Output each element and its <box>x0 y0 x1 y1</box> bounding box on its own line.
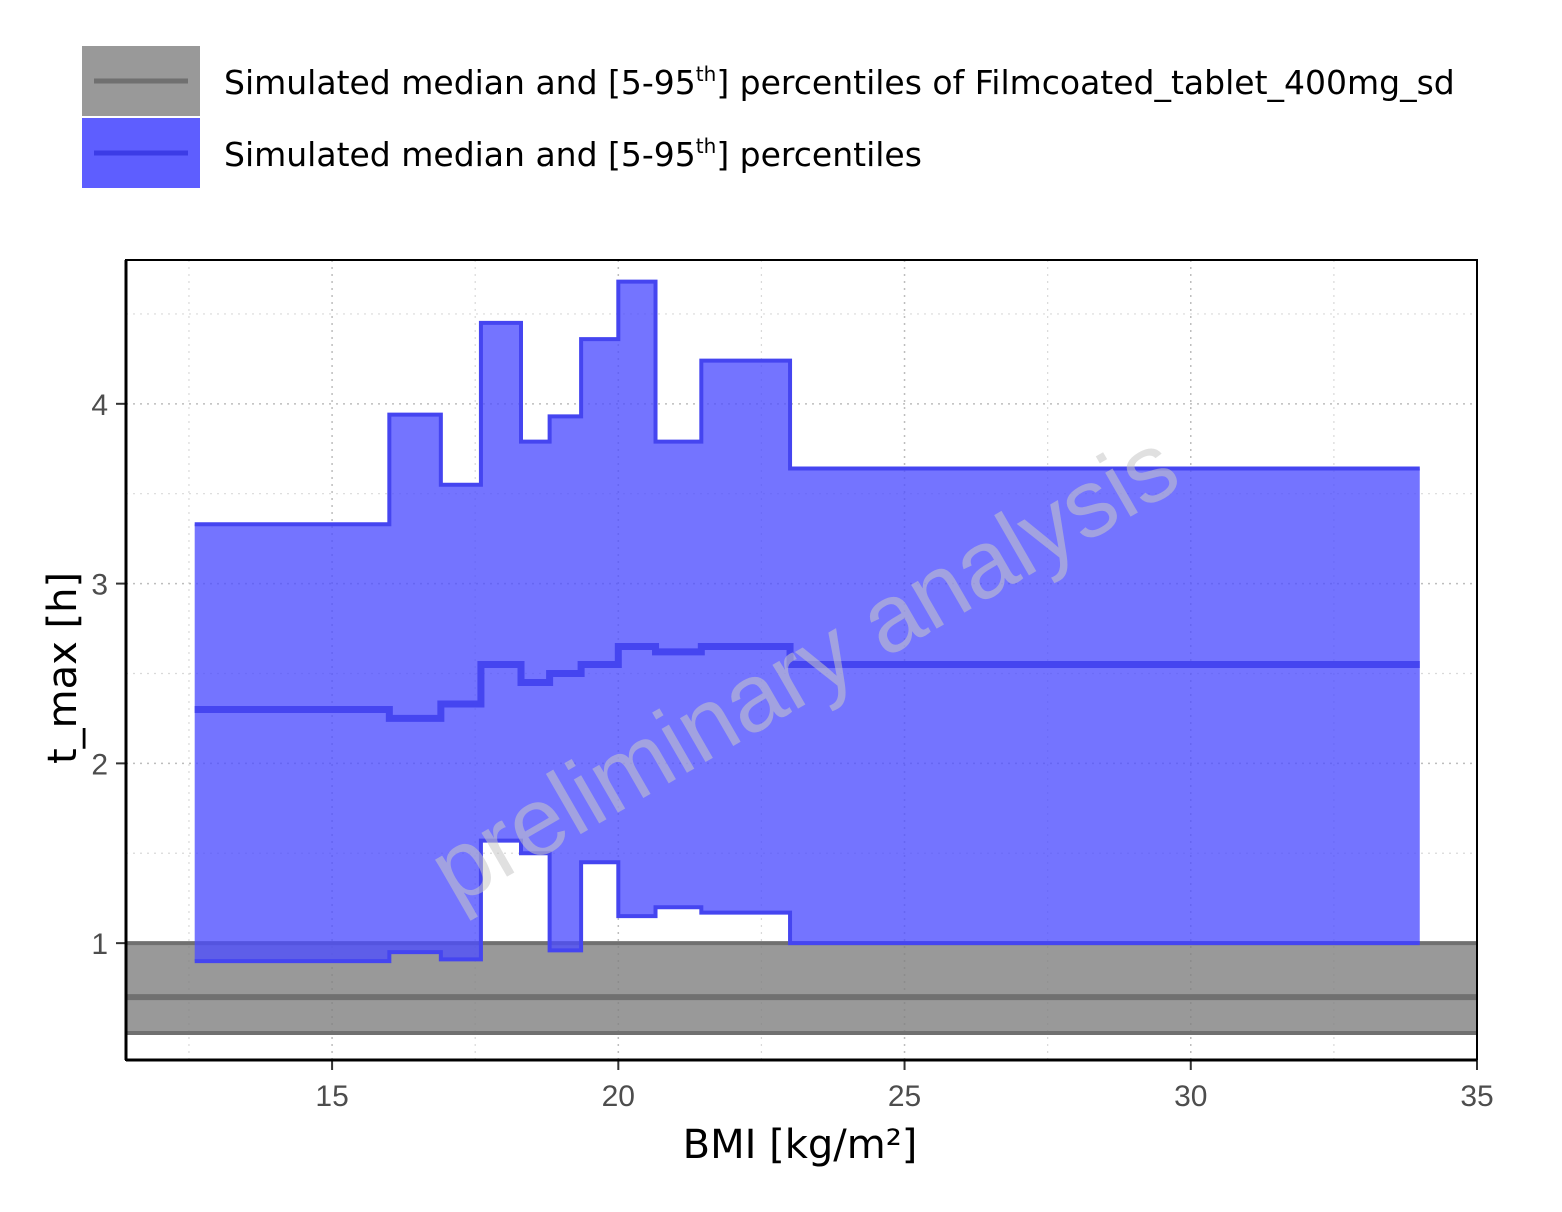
simulated-band <box>194 279 1420 964</box>
legend-label-reference: Simulated median and [5-95th] percentile… <box>224 62 1455 102</box>
x-tick-label: 25 <box>888 1080 921 1113</box>
simulated-median-line <box>194 643 1420 722</box>
simulated-band-fill <box>194 281 1420 962</box>
y-axis-title: t_max [h] <box>40 572 86 764</box>
simulated-p5-line <box>194 838 1420 964</box>
x-tick-label: 35 <box>1460 1080 1493 1113</box>
axes: 15 20 25 30 35 1 2 3 4 <box>91 260 1494 1113</box>
y-tick-label: 2 <box>91 748 108 781</box>
x-tick-label: 15 <box>315 1080 348 1113</box>
x-tick-label: 30 <box>1174 1080 1207 1113</box>
legend-label-simulated: Simulated median and [5-95th] percentile… <box>224 134 922 174</box>
legend: Simulated median and [5-95th] percentile… <box>82 46 1455 188</box>
simulated-p95-line <box>194 279 1420 527</box>
legend-item-simulated: Simulated median and [5-95th] percentile… <box>82 118 922 188</box>
y-tick-label: 1 <box>91 928 108 961</box>
y-tick-label: 3 <box>91 569 108 602</box>
x-tick-label: 20 <box>602 1080 635 1113</box>
y-tick-label: 4 <box>91 389 108 422</box>
legend-item-reference: Simulated median and [5-95th] percentile… <box>82 46 1455 116</box>
x-axis-title: BMI [kg/m²] <box>683 1122 918 1168</box>
